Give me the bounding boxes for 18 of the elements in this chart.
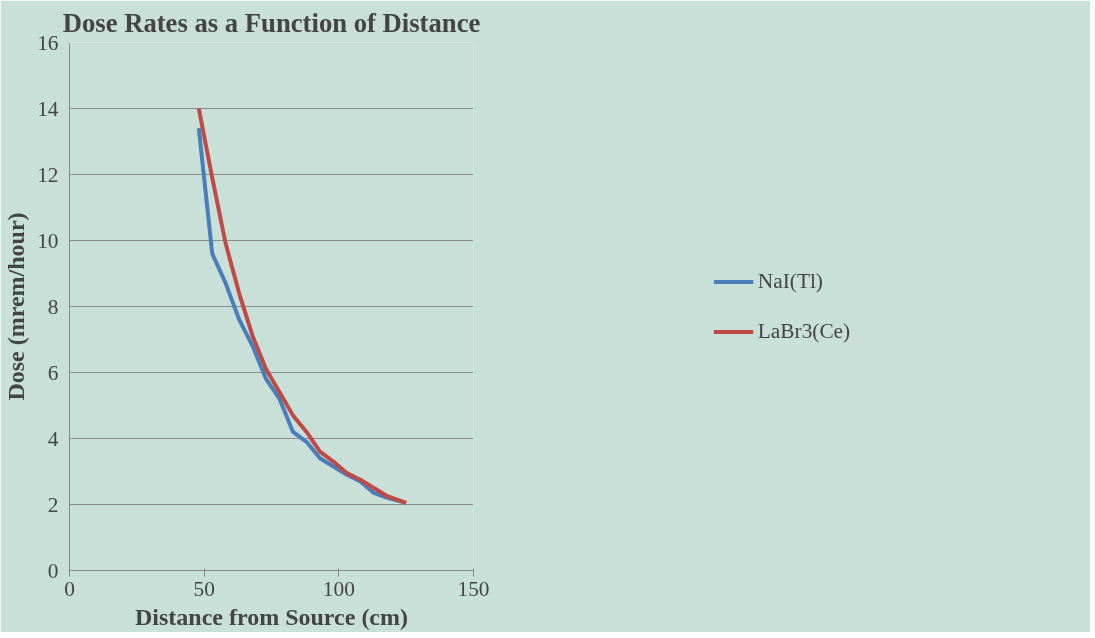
y-tick-label: 12 [37,162,59,187]
y-tick-label: 6 [47,360,59,385]
y-tick-label: 16 [37,30,59,55]
legend-label: NaI(Tl) [757,268,823,294]
y-tick-label: 0 [47,558,59,583]
y-tick-label: 14 [37,96,59,121]
x-axis-title: Distance from Source (cm) [134,603,409,630]
x-tick-label: 150 [457,576,490,601]
x-tick-label: 50 [193,576,215,601]
y-axis-title: Dose (mrem/hour) [3,212,30,401]
legend-label: LaBr3(Ce) [757,318,851,344]
chart-title: Dose Rates as a Function of Distance [62,7,481,38]
x-tick-label: 0 [64,576,75,601]
y-tick-label: 4 [47,426,59,451]
y-tick-label: 10 [37,228,59,253]
y-tick-label: 2 [47,492,59,517]
y-tick-label: 8 [47,294,59,319]
x-tick-label: 100 [322,576,355,601]
